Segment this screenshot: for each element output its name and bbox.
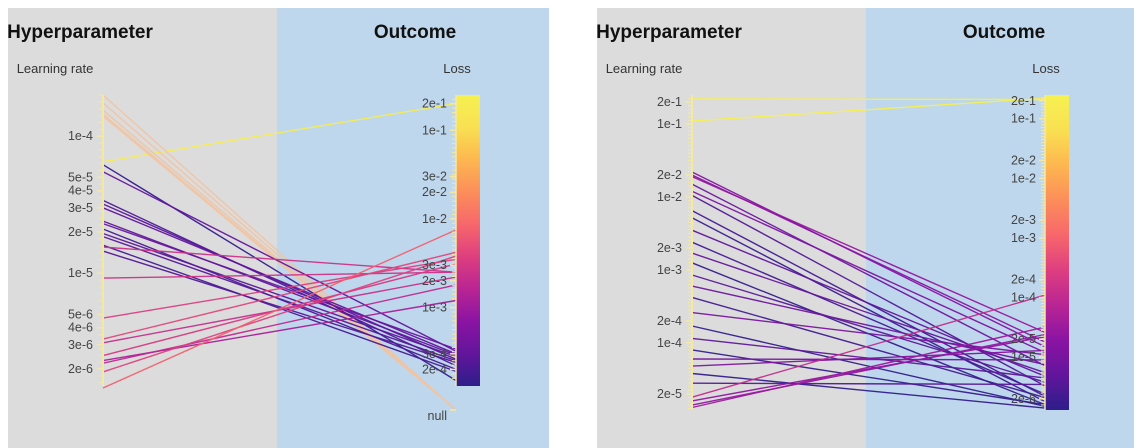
left-tick-label: 3e-5 — [68, 201, 93, 215]
run-line — [102, 250, 457, 364]
left-tick-label: 1e-5 — [68, 266, 93, 280]
hyperparameter-background — [8, 8, 277, 448]
run-line — [102, 271, 457, 279]
right-tick-label: 3e-2 — [422, 170, 447, 184]
learning-rate-axis-label: Learning rate — [605, 61, 683, 76]
chart-canvas-left: 1e-4 5e-54e-5 3e-5 2e-5 1e-5 5e-64e-6 3e-6 2e-6… — [8, 8, 549, 448]
run-line — [691, 326, 1046, 409]
run-line — [691, 382, 1046, 386]
run-line — [691, 183, 1046, 367]
right-tick-label: 3e-3 — [422, 258, 447, 272]
left-tick-label: 5e-5 — [68, 170, 93, 184]
run-line — [102, 246, 457, 273]
run-line — [102, 207, 457, 355]
left-tick-label: 2e-3 — [657, 241, 682, 255]
loss-colorbar — [456, 95, 480, 386]
right-tick-label: 2e-1 — [422, 97, 447, 111]
right-tick-label: 3e-4 — [422, 347, 447, 361]
run-line — [691, 241, 1046, 395]
parallel-coordinates-chart-right: 2e-1 1e-1 2e-2 1e-2 2e-3 1e-3 2e-4 1e-4 2e-5 2e-1… — [596, 8, 1134, 448]
run-line — [691, 190, 1046, 354]
right-tick-label: 2e-4 — [422, 362, 447, 376]
run-line — [102, 171, 457, 352]
outcome-header: Outcome — [962, 22, 1046, 43]
loss-colorbar — [1045, 95, 1069, 410]
run-line — [691, 171, 1046, 348]
right-tick-label: 2e-5 — [1011, 332, 1036, 346]
hyperparameter-background — [597, 8, 866, 448]
left-tick-label: 2e-5 — [68, 225, 93, 239]
left-tick-label: 2e-2 — [657, 168, 682, 182]
right-tick-label: 2e-2 — [1011, 153, 1036, 167]
run-line — [691, 296, 1046, 399]
right-tick-label: 1e-2 — [422, 212, 447, 226]
loss-axis-label: Loss — [443, 61, 471, 76]
run-line — [102, 263, 457, 357]
run-line — [691, 349, 1046, 367]
right-tick-label: 1e-3 — [1011, 231, 1036, 245]
right-tick-label: 1e-1 — [1011, 112, 1036, 126]
right-tick-label: 1e-4 — [1011, 291, 1036, 305]
right-tick-label: 2e-3 — [422, 274, 447, 288]
chart-canvas-right: 2e-1 1e-1 2e-2 1e-2 2e-3 1e-3 2e-4 1e-4 2e-5 2e-1… — [597, 8, 1134, 448]
run-line — [102, 102, 457, 163]
run-line — [691, 336, 1046, 402]
run-line — [691, 333, 1046, 406]
left-tick-label: 3e-6 — [68, 338, 93, 352]
right-tick-label: 2e-6 — [1011, 392, 1036, 406]
run-line — [102, 251, 457, 340]
run-line — [691, 175, 1046, 334]
right-tick-label: 2e-3 — [1011, 213, 1036, 227]
left-tick-label: 2e-6 — [68, 362, 93, 376]
outcome-background — [866, 8, 1134, 448]
run-line — [102, 222, 457, 350]
run-line — [691, 98, 1046, 101]
loss-axis-label: Loss — [1032, 61, 1060, 76]
outcome-background — [277, 8, 549, 448]
run-line — [102, 229, 457, 389]
learning-rate-axis-label: Learning rate — [16, 61, 94, 76]
left-tick-label: 1e-2 — [657, 190, 682, 204]
right-tick-label: 1e-2 — [1011, 171, 1036, 185]
left-tick-label: 5e-6 — [68, 307, 93, 321]
hyperparameter-header: Hyperparameter — [7, 22, 153, 43]
run-line — [102, 235, 457, 362]
outcome-header: Outcome — [373, 22, 457, 43]
left-tick-label: 1e-4 — [68, 129, 93, 143]
hyperparameter-header: Hyperparameter — [596, 22, 742, 43]
right-tick-label: 1e-5 — [1011, 350, 1036, 364]
run-line — [691, 294, 1046, 398]
run-line — [691, 358, 1046, 361]
run-line — [102, 258, 457, 319]
run-line — [691, 325, 1046, 407]
left-tick-label: 4e-5 — [68, 184, 93, 198]
run-line — [691, 194, 1046, 387]
right-tick-label: null — [428, 409, 447, 423]
left-tick-label: 2e-1 — [657, 95, 682, 109]
left-tick-label: 1e-1 — [657, 117, 682, 131]
run-line — [102, 199, 457, 367]
right-tick-label: 1e-3 — [422, 300, 447, 314]
run-line — [691, 285, 1046, 366]
run-line — [102, 284, 457, 364]
right-tick-label: 1e-1 — [422, 123, 447, 137]
run-line — [691, 372, 1046, 409]
left-tick-label: 2e-5 — [657, 387, 682, 401]
parallel-coordinates-chart-left: 1e-4 5e-5 4e-5 3e-5 2e-5 1e-5 5e-6 4e-6 3e-6 2e-6… — [7, 8, 549, 448]
left-tick-label: 1e-4 — [657, 336, 682, 350]
run-line — [102, 94, 457, 411]
left-tick-label: 2e-4 — [657, 314, 682, 328]
right-tick-label: 2e-1 — [1011, 94, 1036, 108]
left-tick-label: 4e-6 — [68, 321, 93, 335]
run-line — [102, 255, 457, 373]
run-line — [691, 97, 1046, 122]
run-line — [102, 115, 457, 411]
right-tick-label: 2e-2 — [422, 185, 447, 199]
run-line — [691, 274, 1046, 383]
run-line — [102, 102, 457, 411]
left-tick-label: 1e-3 — [657, 263, 682, 277]
right-tick-label: 2e-4 — [1011, 273, 1036, 287]
